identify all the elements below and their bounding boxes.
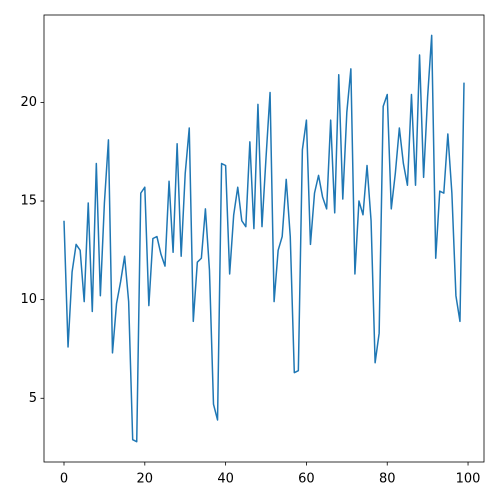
x-tick-label: 0 — [60, 472, 68, 487]
x-tick-label: 60 — [298, 472, 315, 487]
line — [63, 34, 465, 443]
x-tick-label: 80 — [379, 472, 396, 487]
x-tick-label: 40 — [217, 472, 234, 487]
y-tick-label: 20 — [20, 95, 37, 110]
plot-frame — [43, 14, 485, 463]
y-tick-label: 5 — [29, 391, 37, 406]
x-tick-label: 20 — [137, 472, 154, 487]
y-tick-label: 10 — [20, 292, 37, 307]
y-tick-label: 15 — [20, 194, 37, 209]
x-tick-label: 100 — [456, 472, 481, 487]
